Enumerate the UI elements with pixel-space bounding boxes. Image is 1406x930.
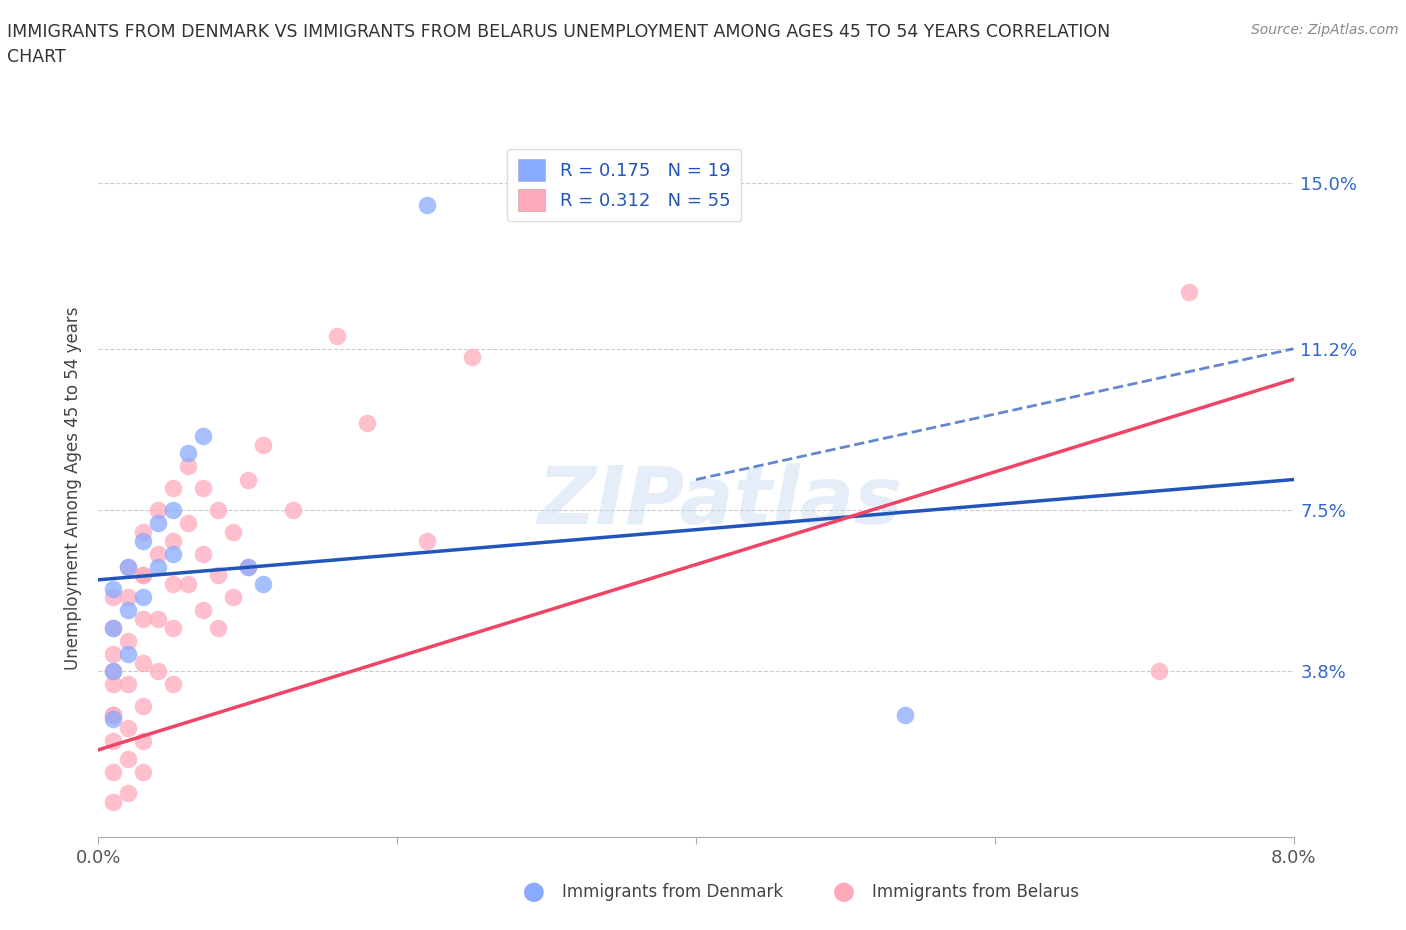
Point bbox=[103, 734, 125, 749]
Point bbox=[148, 502, 170, 517]
Point bbox=[132, 656, 155, 671]
Text: CHART: CHART bbox=[7, 48, 66, 66]
Point bbox=[132, 525, 155, 539]
Point bbox=[281, 502, 304, 517]
Point bbox=[117, 646, 139, 661]
Point bbox=[103, 664, 125, 679]
Point bbox=[894, 708, 917, 723]
Point bbox=[103, 581, 125, 596]
Text: Immigrants from Belarus: Immigrants from Belarus bbox=[872, 884, 1078, 901]
Point bbox=[132, 568, 155, 583]
Point bbox=[132, 568, 155, 583]
Point bbox=[191, 429, 214, 444]
Point bbox=[356, 416, 378, 431]
Point bbox=[132, 590, 155, 604]
Point bbox=[148, 664, 170, 679]
Point bbox=[1178, 285, 1201, 299]
Point bbox=[117, 633, 139, 648]
Text: ⬤: ⬤ bbox=[523, 884, 546, 902]
Point bbox=[236, 559, 259, 574]
Point bbox=[222, 590, 245, 604]
Point bbox=[177, 515, 200, 530]
Point bbox=[132, 734, 155, 749]
Point bbox=[236, 472, 259, 487]
Point bbox=[103, 708, 125, 723]
Point bbox=[132, 764, 155, 779]
Point bbox=[236, 559, 259, 574]
Point bbox=[162, 481, 184, 496]
Point bbox=[103, 677, 125, 692]
Point bbox=[117, 559, 139, 574]
Point bbox=[207, 620, 229, 635]
Point bbox=[103, 664, 125, 679]
Point bbox=[191, 481, 214, 496]
Point bbox=[117, 751, 139, 766]
Point bbox=[103, 590, 125, 604]
Point bbox=[207, 568, 229, 583]
Point bbox=[117, 590, 139, 604]
Point bbox=[103, 708, 125, 723]
Point bbox=[326, 328, 349, 343]
Point bbox=[148, 559, 170, 574]
Point bbox=[132, 698, 155, 713]
Point bbox=[162, 546, 184, 561]
Point bbox=[117, 603, 139, 618]
Point bbox=[103, 711, 125, 726]
Point bbox=[162, 533, 184, 548]
Point bbox=[103, 620, 125, 635]
Point bbox=[177, 577, 200, 591]
Point bbox=[177, 446, 200, 461]
Point bbox=[148, 546, 170, 561]
Point bbox=[416, 533, 439, 548]
Point bbox=[162, 577, 184, 591]
Point bbox=[103, 646, 125, 661]
Point bbox=[132, 533, 155, 548]
Point bbox=[162, 502, 184, 517]
Point bbox=[162, 677, 184, 692]
Point bbox=[207, 502, 229, 517]
Point bbox=[191, 603, 214, 618]
Point bbox=[222, 525, 245, 539]
Text: Immigrants from Denmark: Immigrants from Denmark bbox=[562, 884, 783, 901]
Point bbox=[103, 794, 125, 809]
Point bbox=[416, 197, 439, 212]
Text: ⬤: ⬤ bbox=[832, 884, 855, 902]
Point bbox=[1147, 664, 1170, 679]
Point bbox=[117, 559, 139, 574]
Point bbox=[177, 459, 200, 474]
Point bbox=[252, 577, 274, 591]
Point bbox=[252, 437, 274, 452]
Y-axis label: Unemployment Among Ages 45 to 54 years: Unemployment Among Ages 45 to 54 years bbox=[65, 307, 83, 670]
Point bbox=[117, 721, 139, 736]
Text: IMMIGRANTS FROM DENMARK VS IMMIGRANTS FROM BELARUS UNEMPLOYMENT AMONG AGES 45 TO: IMMIGRANTS FROM DENMARK VS IMMIGRANTS FR… bbox=[7, 23, 1111, 41]
Text: Source: ZipAtlas.com: Source: ZipAtlas.com bbox=[1251, 23, 1399, 37]
Text: ZIPatlas: ZIPatlas bbox=[537, 463, 903, 541]
Point bbox=[117, 786, 139, 801]
Point bbox=[103, 620, 125, 635]
Point bbox=[132, 612, 155, 627]
Point bbox=[191, 546, 214, 561]
Point bbox=[461, 350, 484, 365]
Point bbox=[117, 677, 139, 692]
Point bbox=[148, 612, 170, 627]
Point bbox=[162, 620, 184, 635]
Point bbox=[148, 515, 170, 530]
Legend: R = 0.175   N = 19, R = 0.312   N = 55: R = 0.175 N = 19, R = 0.312 N = 55 bbox=[508, 149, 741, 221]
Point bbox=[103, 764, 125, 779]
